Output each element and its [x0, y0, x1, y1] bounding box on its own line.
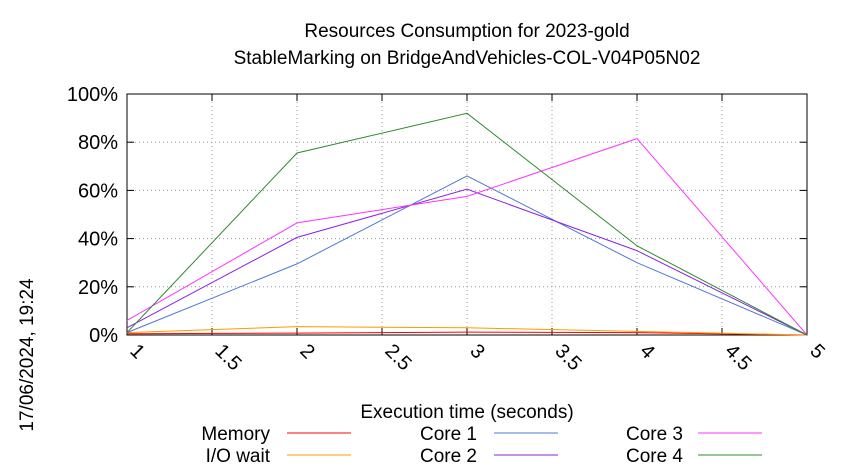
x-tick-label: 5 [805, 340, 828, 363]
y-tick-label: 100% [67, 84, 118, 106]
chart-subtitle: StableMarking on BridgeAndVehicles-COL-V… [234, 48, 701, 69]
x-tick-label: 2 [295, 340, 318, 363]
y-tick-label: 40% [78, 229, 118, 251]
x-axis-label: Execution time (seconds) [360, 402, 573, 423]
legend-label-core-2: Core 2 [420, 446, 477, 467]
series-line-memory [126, 331, 808, 336]
x-tick-label: 1 [125, 340, 148, 363]
y-tick-label: 0% [89, 325, 118, 347]
x-tick-label: 3 [465, 340, 488, 363]
y-tick-label: 80% [78, 132, 118, 154]
series-line-core-3 [126, 138, 808, 336]
x-tick-label: 2.5 [380, 340, 415, 375]
x-tick-label: 4.5 [720, 340, 755, 375]
chart-title: Resources Consumption for 2023-gold [304, 21, 629, 42]
x-tick-label: 3.5 [550, 340, 585, 375]
legend-label-core-3: Core 3 [626, 424, 683, 445]
timestamp-label: 17/06/2024, 19:24 [17, 278, 38, 432]
ticks-layer: 0% 20% 40% 60% 80% 100% 1 1.5 2 2.5 3 3.5 4 4.5 5 [67, 84, 829, 375]
series-line-core-4 [126, 112, 808, 336]
series-line-i-o-wait [126, 326, 808, 336]
y-tick-label: 20% [78, 277, 118, 299]
series-line-core-1 [126, 175, 808, 336]
legend-label-i-o-wait: I/O wait [206, 446, 271, 467]
legend-label-core-4: Core 4 [626, 446, 683, 467]
y-tick-label: 60% [78, 180, 118, 202]
x-tick-label: 4 [635, 340, 658, 363]
legend-label-core-1: Core 1 [420, 424, 477, 445]
grid-layer [127, 94, 807, 335]
x-tick-label: 1.5 [210, 340, 245, 375]
legend-label-memory: Memory [201, 424, 270, 445]
series-layer [126, 112, 808, 336]
series-line-core-2 [126, 188, 808, 336]
